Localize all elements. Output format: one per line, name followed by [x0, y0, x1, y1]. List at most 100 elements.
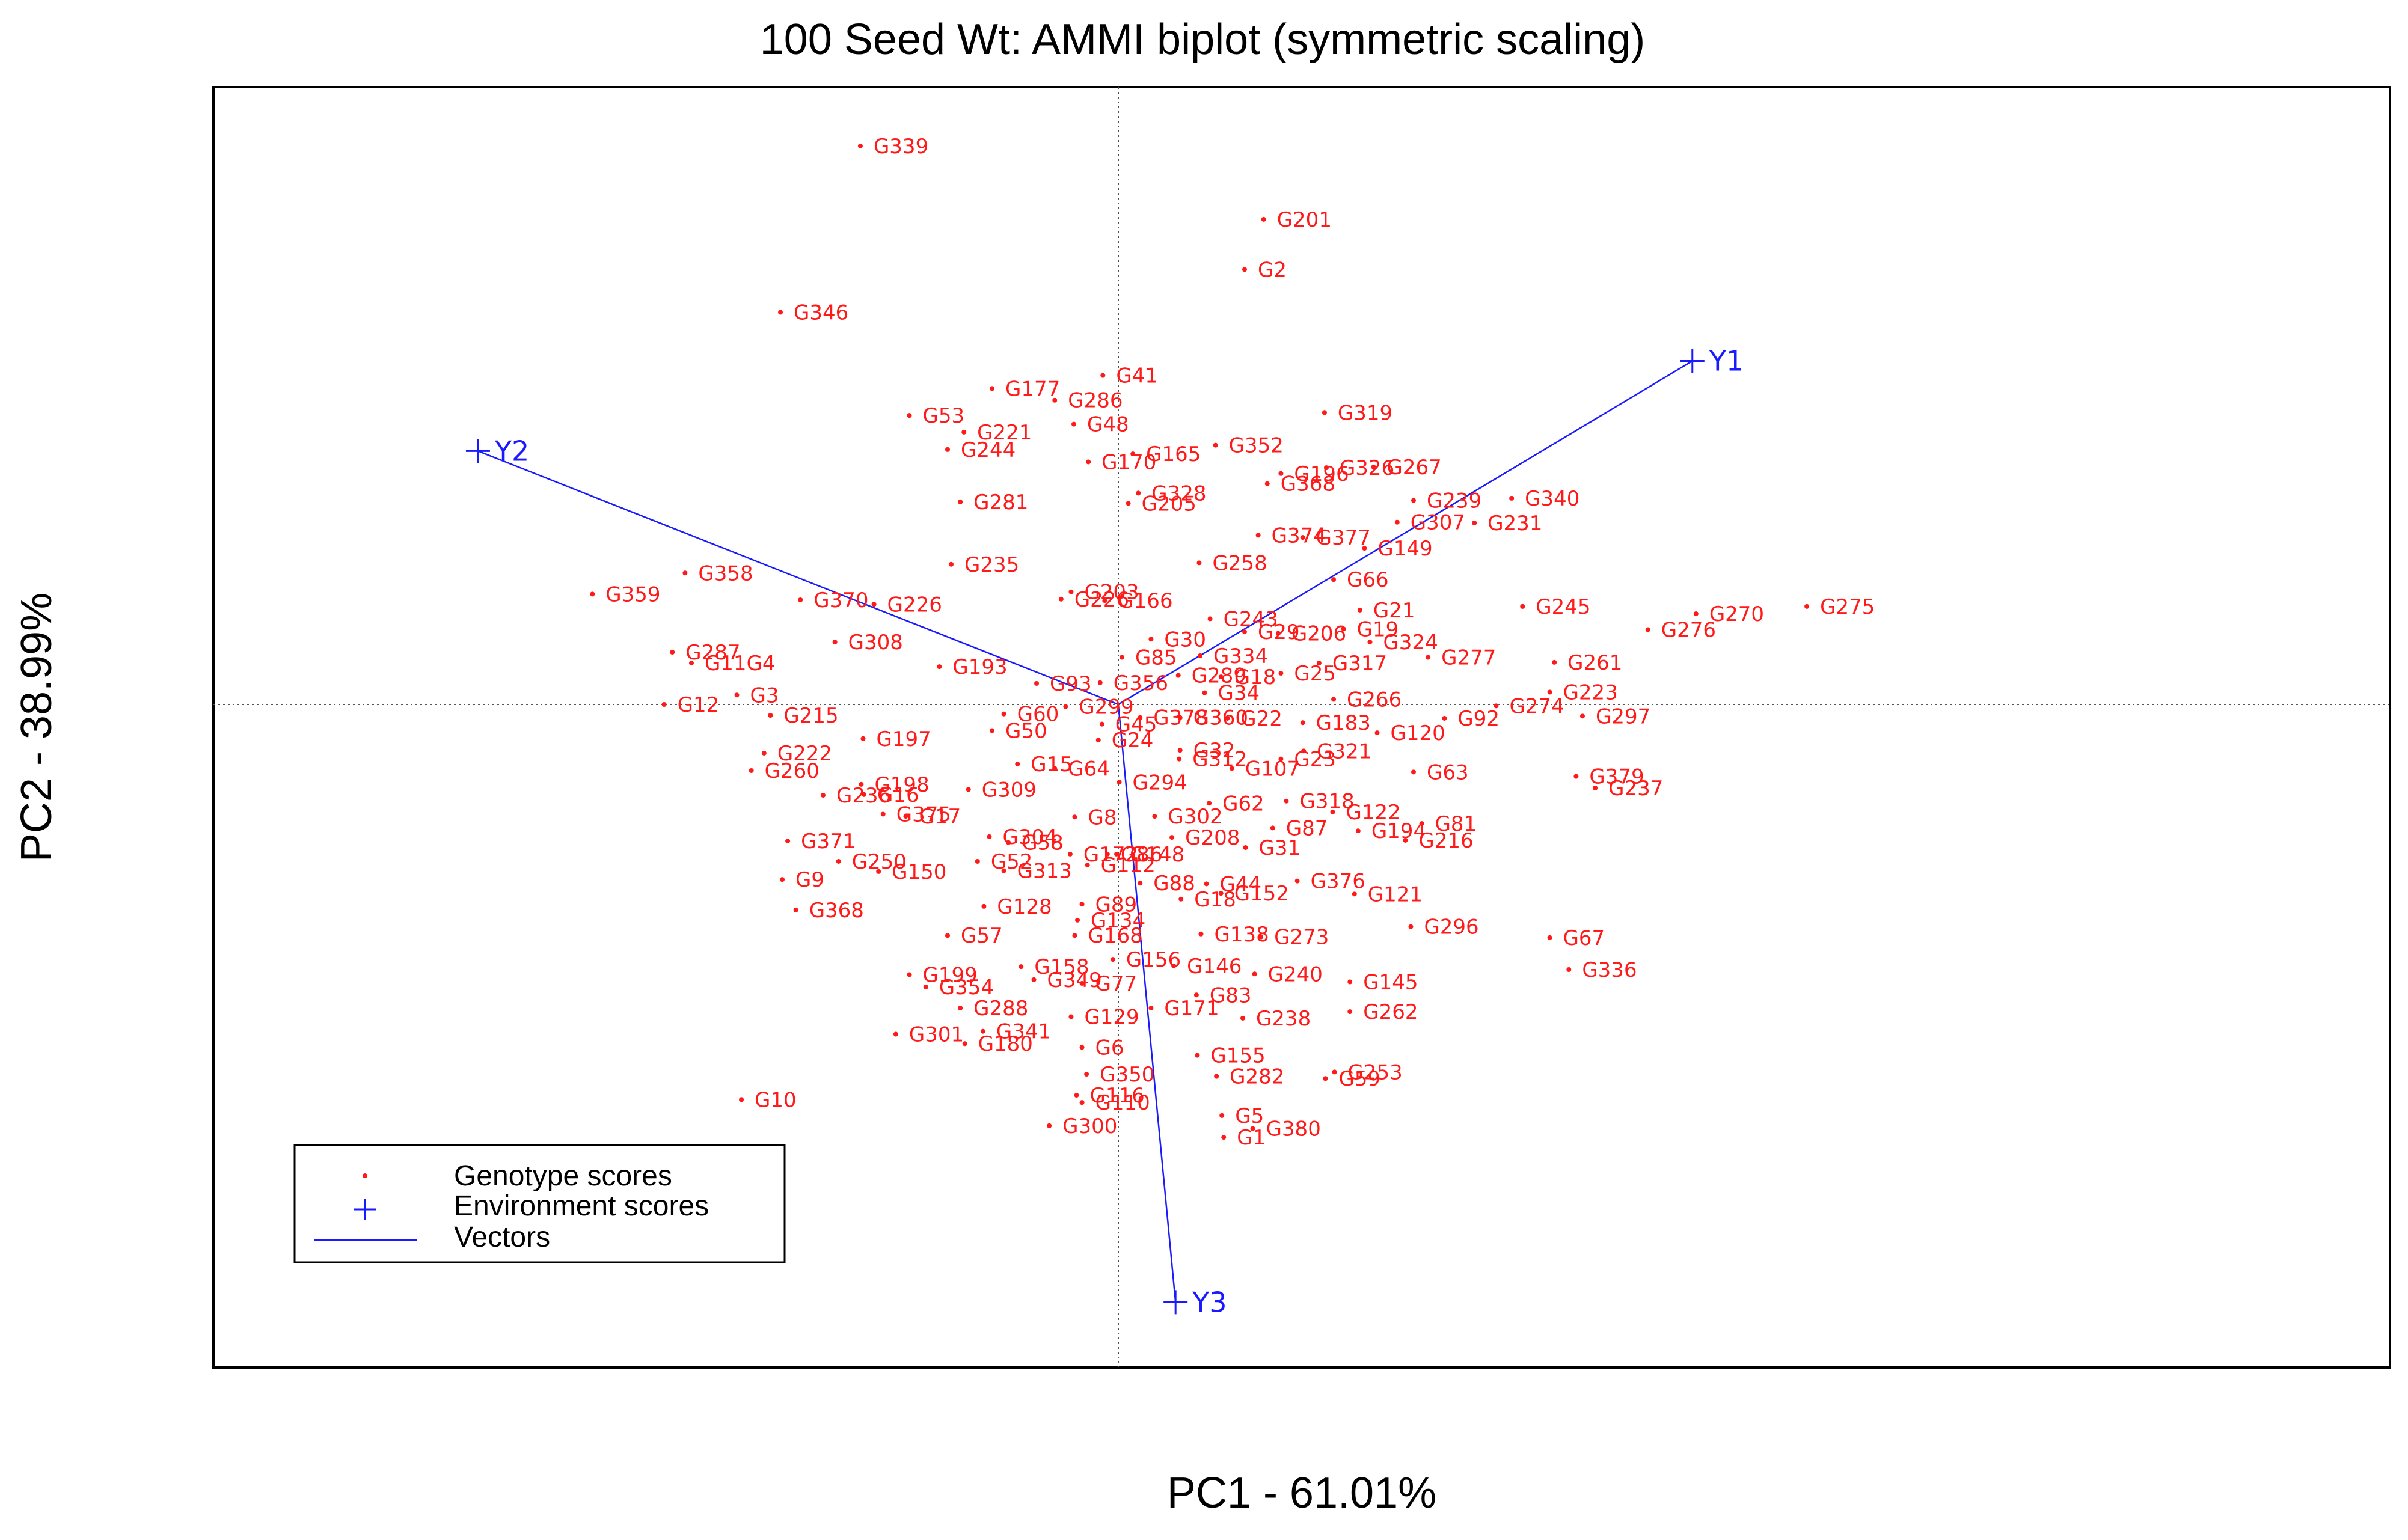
genotype-label: G155 — [1210, 1044, 1265, 1068]
genotype-point — [1573, 774, 1579, 779]
genotype-label: G58 — [1022, 831, 1064, 855]
genotype-point — [1278, 671, 1284, 676]
genotype-point — [1063, 704, 1068, 709]
genotype-label: G21 — [1373, 599, 1415, 623]
genotype-point — [1331, 577, 1337, 582]
genotype-label: G319 — [1338, 401, 1392, 425]
genotype-point — [893, 1031, 898, 1037]
genotype-label: G221 — [977, 421, 1032, 445]
legend-environment-label: Environment scores — [454, 1190, 709, 1222]
genotype-label: G267 — [1387, 456, 1442, 480]
genotype-label: G64 — [1068, 757, 1110, 781]
genotype-label: G199 — [923, 963, 978, 987]
genotype-point — [1198, 931, 1204, 937]
genotype-label: G24 — [1112, 729, 1154, 753]
genotype-label: G138 — [1214, 923, 1269, 947]
genotype-point — [1148, 1006, 1154, 1011]
genotype-label: G32 — [1193, 739, 1236, 763]
genotype-label: G83 — [1210, 983, 1252, 1007]
genotype-point — [1509, 495, 1515, 501]
genotype-point — [1006, 840, 1011, 845]
genotype-point — [1195, 1053, 1200, 1058]
genotype-label: G260 — [765, 759, 820, 783]
genotype-point — [1270, 825, 1275, 831]
genotype-point — [1085, 863, 1090, 868]
genotype-label: G275 — [1820, 595, 1875, 619]
genotype-point — [1219, 1113, 1225, 1118]
genotype-point — [1019, 964, 1024, 970]
genotype-label: G377 — [1316, 526, 1371, 550]
genotype-point — [857, 143, 863, 148]
genotype-point — [1300, 535, 1305, 540]
genotype-point — [1097, 680, 1103, 685]
genotype-label: G22 — [1240, 707, 1282, 731]
environment-points: Y1 Y2 Y3 — [465, 345, 1744, 1318]
genotype-point — [1084, 1071, 1089, 1077]
genotype-point — [1067, 851, 1073, 857]
genotype-point — [1645, 627, 1650, 632]
genotype-point — [1221, 1135, 1227, 1140]
genotype-point — [1001, 711, 1006, 717]
genotype-point — [739, 1097, 744, 1102]
genotype-label: G294 — [1133, 771, 1187, 795]
environment-vectors — [477, 360, 1693, 1303]
genotype-label: G299 — [1079, 695, 1133, 720]
genotype-point — [907, 413, 912, 418]
genotype-point — [778, 310, 783, 315]
genotype-point — [907, 972, 912, 977]
genotype-label: G17 — [919, 805, 961, 829]
genotype-label: G16 — [877, 783, 919, 807]
genotype-label: G53 — [923, 404, 965, 428]
genotype-point — [1202, 690, 1207, 695]
genotype-label: G368 — [1281, 472, 1335, 497]
genotype-point — [1347, 1009, 1353, 1015]
genotype-point — [966, 787, 971, 792]
genotype-label: G358 — [698, 561, 753, 585]
genotype-point — [1352, 891, 1357, 897]
genotype-point — [1072, 814, 1077, 820]
genotype-label: G296 — [1424, 915, 1478, 940]
genotype-label: G128 — [997, 895, 1052, 919]
genotype-point — [1394, 519, 1400, 525]
genotype-label: G134 — [1091, 909, 1145, 933]
genotype-label: G300 — [1062, 1114, 1117, 1138]
genotype-point — [1138, 715, 1143, 720]
genotype-point — [987, 834, 992, 839]
genotype-point — [990, 386, 995, 391]
genotype-label: G93 — [1050, 672, 1092, 696]
genotype-label: G253 — [1348, 1060, 1403, 1084]
genotype-label: G116 — [1090, 1084, 1145, 1108]
genotype-label: G170 — [1101, 450, 1156, 474]
genotype-point — [1355, 828, 1361, 834]
genotype-point — [1566, 967, 1572, 973]
genotype-point — [1102, 598, 1107, 603]
genotype-point — [1052, 397, 1058, 403]
genotype-label: G352 — [1229, 434, 1284, 458]
genotype-point — [1171, 963, 1177, 968]
genotype-point — [780, 877, 785, 882]
environment-marker — [1163, 1290, 1188, 1315]
genotype-point — [1114, 851, 1119, 857]
genotype-label: G168 — [1088, 924, 1142, 948]
genotype-label: G193 — [952, 655, 1007, 679]
genotype-point — [749, 768, 754, 773]
genotype-label: G107 — [1245, 757, 1300, 781]
environment-vector — [1118, 360, 1693, 706]
genotype-label: G146 — [1187, 955, 1242, 979]
genotype-label: G148 — [1130, 843, 1184, 867]
genotype-label: G208 — [1185, 826, 1240, 850]
genotype-label: G356 — [1114, 671, 1168, 695]
genotype-label: G288 — [973, 997, 1028, 1021]
genotype-label: G318 — [1299, 790, 1354, 814]
genotype-label: G45 — [1115, 713, 1157, 737]
genotype-point — [871, 602, 877, 607]
genotype-point — [1330, 809, 1335, 814]
genotype-label: G8 — [1088, 805, 1117, 830]
genotype-label: G81 — [1435, 812, 1477, 836]
genotype-label: G201 — [1277, 208, 1332, 232]
genotype-label: G349 — [1047, 968, 1102, 992]
genotype-point — [1278, 756, 1284, 762]
genotype-point — [1547, 689, 1552, 695]
genotype-point — [1264, 481, 1270, 486]
